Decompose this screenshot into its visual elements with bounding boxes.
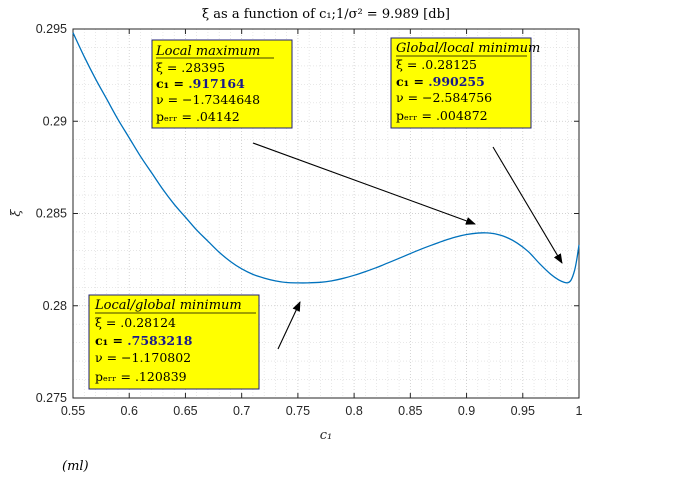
annotation-line: c₁ = .7583218 bbox=[95, 333, 193, 348]
annotation-line: ν = −2.584756 bbox=[396, 90, 492, 105]
x-tick-label: 0.75 bbox=[286, 404, 310, 418]
annotation-box bbox=[390, 37, 532, 129]
annotation-heading: Global/local minimum bbox=[396, 41, 540, 56]
chart-title: ξ as a function of c₁;1/σ² = 9.989 [db] bbox=[202, 7, 450, 22]
annotation-line: ξ = .0.28125 bbox=[396, 57, 477, 72]
x-tick-label: 0.7 bbox=[233, 404, 250, 418]
annotation-line: pₑᵣᵣ = .120839 bbox=[95, 369, 187, 384]
x-tick-label: 0.9 bbox=[458, 404, 475, 418]
annotation-local-maximum: Local maximum ξ = .28395 c₁ = .917164 ν … bbox=[151, 39, 293, 129]
annotation-c1-label: c₁ = bbox=[95, 333, 127, 348]
series-line bbox=[72, 32, 580, 284]
annotation-line: ν = −1.7344648 bbox=[156, 92, 260, 107]
annotation-heading: Local maximum bbox=[155, 44, 260, 59]
y-tick-label: 0.295 bbox=[36, 22, 67, 36]
annotation-c1-value: .917164 bbox=[188, 76, 245, 91]
ticks bbox=[72, 28, 580, 399]
annotation-c1-value: .7583218 bbox=[127, 333, 193, 348]
y-tick-label: 0.275 bbox=[36, 391, 67, 405]
x-tick-label: 0.8 bbox=[345, 404, 362, 418]
annotation-line: pₑᵣᵣ = .04142 bbox=[156, 109, 240, 124]
footer-fragment: (ml) bbox=[62, 459, 89, 474]
y-tick-labels: 0.275 0.28 0.285 0.29 0.295 bbox=[36, 22, 67, 405]
x-tick-label: 1 bbox=[576, 404, 583, 418]
annotation-line: ξ = .0.28124 bbox=[95, 315, 176, 330]
annotation-box bbox=[88, 294, 260, 390]
x-tick-labels: 0.55 0.6 0.65 0.7 0.75 0.8 0.85 0.9 0.95 1 bbox=[61, 404, 583, 418]
x-axis-label: c₁ bbox=[320, 428, 333, 443]
y-tick-label: 0.285 bbox=[36, 207, 67, 221]
annotation-c1-label: c₁ = bbox=[396, 74, 428, 89]
x-tick-label: 0.55 bbox=[61, 404, 85, 418]
x-tick-label: 0.65 bbox=[173, 404, 197, 418]
x-tick-label: 0.85 bbox=[398, 404, 422, 418]
annotation-box bbox=[151, 39, 293, 129]
annotation-line: pₑᵣᵣ = .004872 bbox=[396, 108, 488, 123]
annotation-local-global-minimum: Local/global minimum ξ = .0.28124 c₁ = .… bbox=[88, 294, 260, 390]
y-tick-label: 0.28 bbox=[43, 299, 67, 313]
annotation-global-local-minimum: Global/local minimum ξ = .0.28125 c₁ = .… bbox=[390, 37, 540, 129]
x-tick-label: 0.6 bbox=[121, 404, 138, 418]
annotation-line: c₁ = .990255 bbox=[396, 74, 485, 89]
annotation-line: c₁ = .917164 bbox=[156, 76, 245, 91]
x-tick-label: 0.95 bbox=[511, 404, 535, 418]
annotation-c1-label: c₁ = bbox=[156, 76, 188, 91]
arrow-local-global-minimum bbox=[277, 301, 301, 350]
annotation-c1-value: .990255 bbox=[428, 74, 485, 89]
annotation-heading: Local/global minimum bbox=[94, 298, 242, 313]
arrow-local-maximum bbox=[252, 142, 476, 225]
annotation-line: ν = −1.170802 bbox=[95, 350, 191, 365]
y-axis-label: ξ bbox=[9, 209, 24, 217]
annotation-line: ξ = .28395 bbox=[156, 60, 225, 75]
y-tick-label: 0.29 bbox=[43, 114, 67, 128]
arrow-global-local-minimum bbox=[492, 146, 563, 264]
